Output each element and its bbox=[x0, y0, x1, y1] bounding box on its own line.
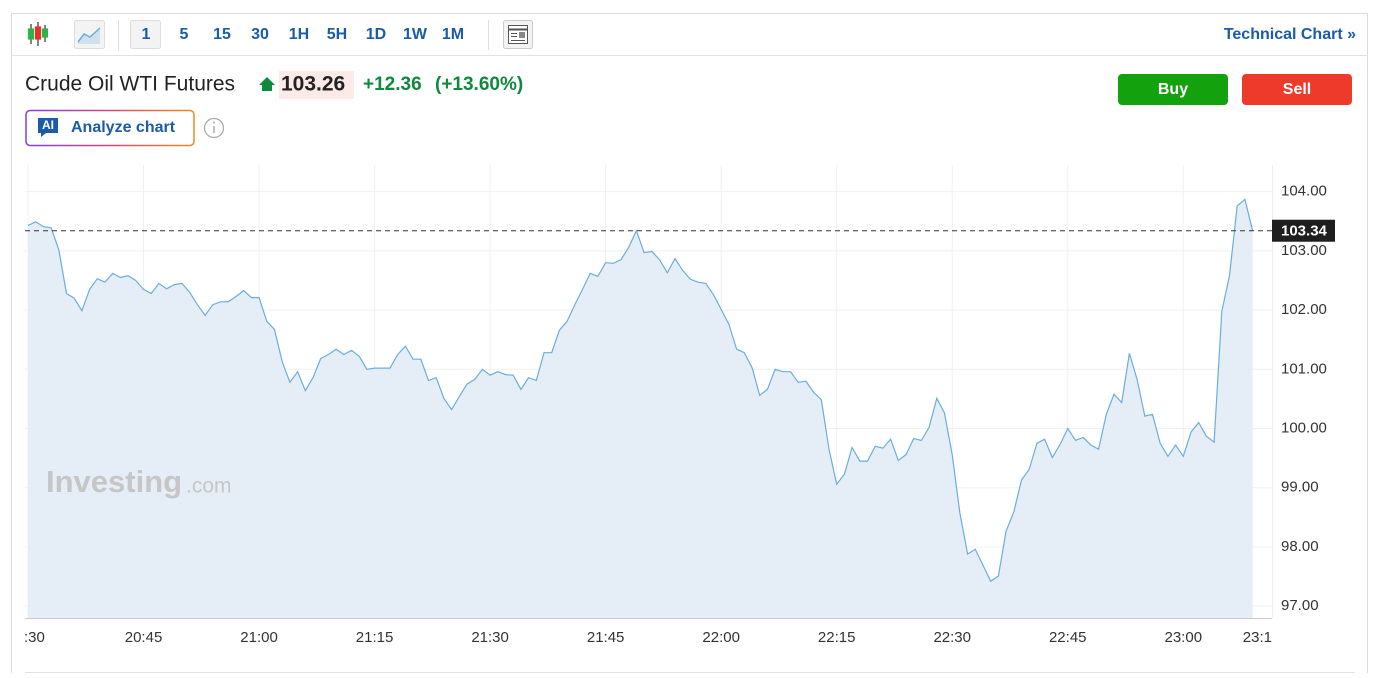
technical-chart-link[interactable]: Technical Chart » bbox=[1224, 26, 1356, 43]
y-tick-label: 102.00 bbox=[1281, 301, 1327, 318]
x-tick-label: 21:30 bbox=[471, 629, 509, 646]
x-tick-label: 21:00 bbox=[240, 629, 278, 646]
x-tick-label: 23:00 bbox=[1165, 629, 1203, 646]
plot bbox=[27, 198, 1254, 619]
area-icon[interactable] bbox=[74, 20, 105, 49]
interval[interactable]: 1W bbox=[403, 26, 428, 43]
price-area bbox=[28, 199, 1253, 619]
y-tick-label: 103.00 bbox=[1281, 242, 1327, 259]
y-tick-label: 98.00 bbox=[1281, 538, 1319, 555]
interval[interactable]: 5 bbox=[180, 26, 189, 43]
x-tick-label: 22:45 bbox=[1049, 629, 1087, 646]
y-tick-label: 104.00 bbox=[1281, 183, 1327, 200]
interval[interactable]: 1M bbox=[442, 26, 464, 43]
interval[interactable]: 5H bbox=[327, 26, 347, 43]
x-tick-label: 22:15 bbox=[818, 629, 856, 646]
info-icon[interactable] bbox=[203, 117, 225, 139]
y-tick-label: 100.00 bbox=[1281, 419, 1327, 436]
analyze-chart-button[interactable]: AI Analyze chart bbox=[25, 109, 195, 147]
interval-active bbox=[130, 20, 161, 49]
up-arrow bbox=[259, 77, 275, 91]
x-tick-label: 20:45 bbox=[125, 629, 163, 646]
x-tick-label: :30 bbox=[24, 629, 45, 646]
price-change-percent: (+13.60%) bbox=[435, 74, 523, 95]
price-highlight bbox=[279, 71, 354, 99]
interval[interactable]: 1 bbox=[142, 26, 151, 43]
last-price-tag bbox=[1272, 219, 1335, 242]
y-tick-label: 97.00 bbox=[1281, 597, 1319, 614]
y-tick-label: 101.00 bbox=[1281, 360, 1327, 377]
interval[interactable]: 1H bbox=[289, 26, 309, 43]
x-tick-label: 23:1 bbox=[1243, 629, 1272, 646]
watermark-brand: Investing bbox=[46, 464, 182, 499]
layout-icon[interactable] bbox=[503, 20, 533, 49]
x-tick-label: 22:00 bbox=[702, 629, 740, 646]
sell-button[interactable]: Sell bbox=[1242, 74, 1352, 105]
x-tick-label: 21:15 bbox=[356, 629, 394, 646]
instrument-title: Crude Oil WTI Futures bbox=[25, 73, 235, 96]
axes: 97.00 98.00 99.00 100.00 101.00 102.00 103.00 1… bbox=[24, 183, 1335, 646]
watermark-suffix: .com bbox=[186, 475, 232, 498]
analyze-label: Analyze chart bbox=[71, 119, 176, 136]
interval[interactable]: 1D bbox=[366, 26, 386, 43]
last-price: 103.26 bbox=[281, 73, 345, 96]
x-tick-label: 22:30 bbox=[933, 629, 971, 646]
price-line bbox=[27, 198, 1254, 583]
interval[interactable]: 30 bbox=[251, 26, 269, 43]
price-change: +12.36 bbox=[363, 74, 422, 95]
interval-buttons: 1 5 15 30 1H 5H 1D 1W 1M bbox=[142, 26, 465, 43]
last-price-label: 103.34 bbox=[1281, 223, 1328, 240]
buy-button[interactable]: Buy bbox=[1118, 74, 1228, 105]
candle-icon[interactable] bbox=[27, 22, 49, 46]
sell-label: Sell bbox=[1283, 81, 1311, 98]
x-tick-label: 21:45 bbox=[587, 629, 625, 646]
buy-label: Buy bbox=[1158, 81, 1188, 98]
y-tick-label: 99.00 bbox=[1281, 479, 1319, 496]
interval[interactable]: 15 bbox=[213, 26, 231, 43]
ai-badge: AI bbox=[42, 118, 54, 132]
